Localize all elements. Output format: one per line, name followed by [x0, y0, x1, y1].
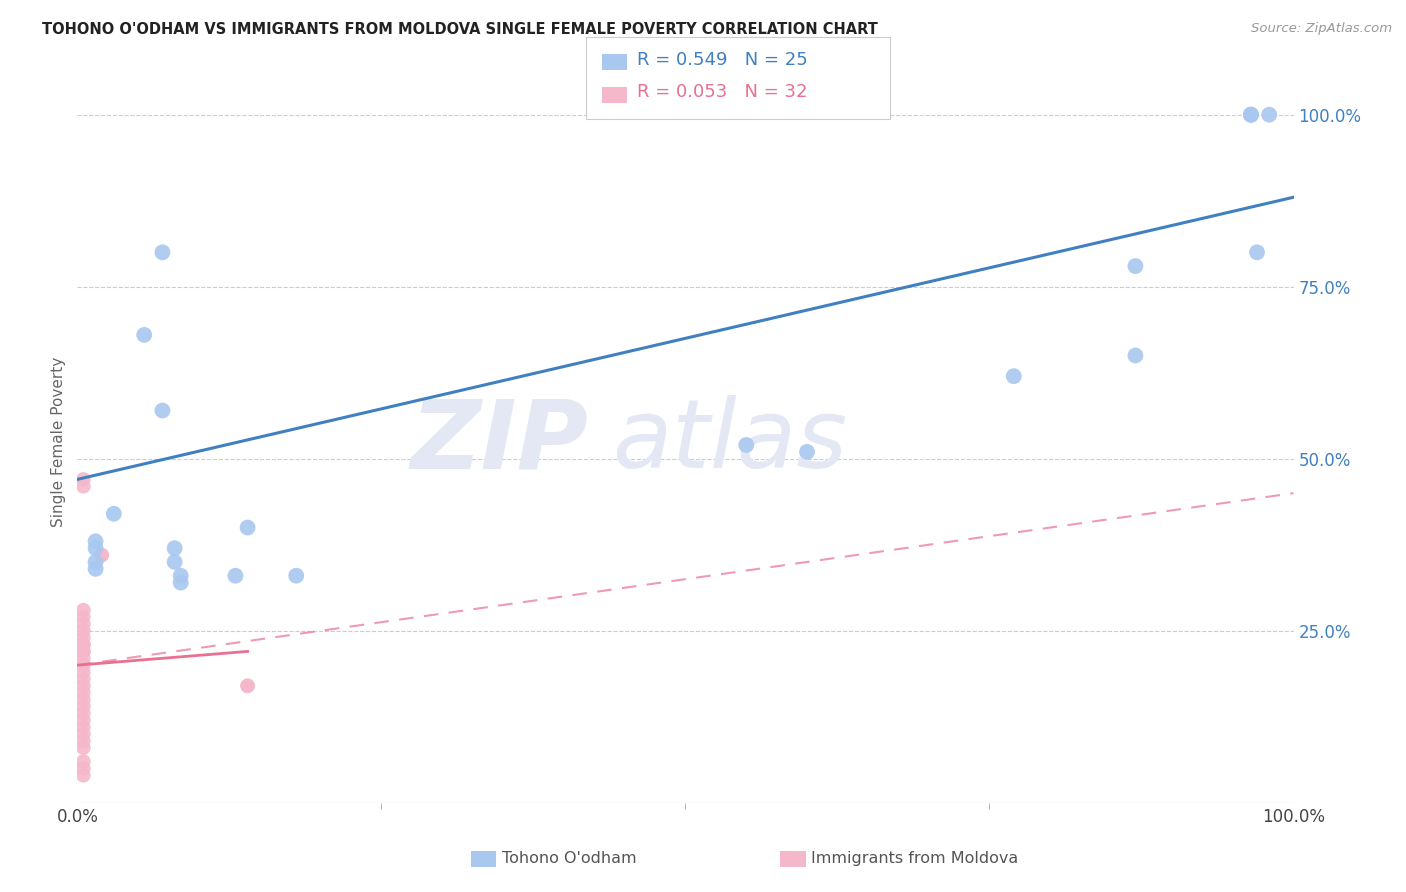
- Point: [72, 740, 94, 755]
- Point: [72, 651, 94, 665]
- Text: Source: ZipAtlas.com: Source: ZipAtlas.com: [1251, 22, 1392, 36]
- Point: [72, 472, 94, 486]
- Point: [72, 624, 94, 638]
- Point: [72, 603, 94, 617]
- Point: [236, 679, 259, 693]
- Point: [1240, 108, 1263, 122]
- Text: atlas: atlas: [613, 395, 848, 488]
- Point: [134, 327, 156, 342]
- Point: [163, 555, 186, 569]
- Point: [236, 520, 259, 534]
- Point: [1125, 259, 1147, 273]
- Point: [72, 761, 94, 775]
- Y-axis label: Single Female Poverty: Single Female Poverty: [51, 357, 66, 526]
- Point: [1125, 349, 1147, 363]
- Point: [152, 245, 174, 260]
- Point: [90, 548, 112, 562]
- Point: [72, 672, 94, 686]
- Text: Tohono O'odham: Tohono O'odham: [502, 852, 637, 866]
- Point: [72, 665, 94, 679]
- Point: [72, 720, 94, 734]
- Point: [72, 706, 94, 721]
- Point: [1246, 245, 1268, 260]
- Point: [236, 679, 259, 693]
- Point: [1240, 108, 1263, 122]
- Point: [72, 755, 94, 769]
- Point: [72, 616, 94, 631]
- Point: [72, 644, 94, 658]
- Point: [72, 713, 94, 727]
- Point: [72, 658, 94, 673]
- Point: [735, 438, 758, 452]
- Point: [72, 644, 94, 658]
- Point: [72, 638, 94, 652]
- Point: [224, 568, 246, 582]
- Text: TOHONO O'ODHAM VS IMMIGRANTS FROM MOLDOVA SINGLE FEMALE POVERTY CORRELATION CHAR: TOHONO O'ODHAM VS IMMIGRANTS FROM MOLDOV…: [42, 22, 879, 37]
- Point: [72, 727, 94, 741]
- Point: [90, 548, 112, 562]
- Point: [170, 575, 193, 590]
- Text: ZIP: ZIP: [411, 395, 588, 488]
- Point: [1240, 108, 1263, 122]
- Point: [84, 541, 107, 556]
- Point: [1258, 108, 1281, 122]
- Point: [84, 555, 107, 569]
- Point: [163, 541, 186, 556]
- Text: R = 0.053   N = 32: R = 0.053 N = 32: [637, 83, 807, 101]
- Point: [72, 638, 94, 652]
- Point: [84, 534, 107, 549]
- Point: [72, 699, 94, 714]
- Point: [72, 679, 94, 693]
- Point: [285, 568, 308, 582]
- Point: [72, 768, 94, 782]
- Point: [1002, 369, 1025, 384]
- Point: [72, 479, 94, 493]
- Point: [72, 686, 94, 700]
- Point: [72, 631, 94, 645]
- Text: R = 0.549   N = 25: R = 0.549 N = 25: [637, 51, 807, 69]
- Point: [72, 692, 94, 706]
- Point: [103, 507, 125, 521]
- Point: [84, 562, 107, 576]
- Point: [152, 403, 174, 417]
- Text: Immigrants from Moldova: Immigrants from Moldova: [811, 852, 1018, 866]
- Point: [72, 610, 94, 624]
- Point: [72, 734, 94, 748]
- Point: [796, 445, 818, 459]
- Point: [170, 568, 193, 582]
